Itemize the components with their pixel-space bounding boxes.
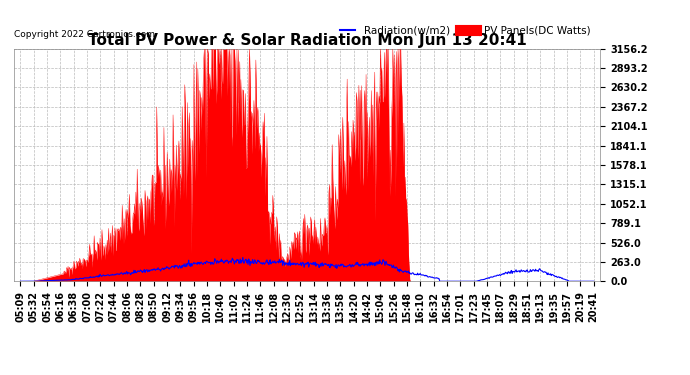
- Text: Copyright 2022 Cartronics.com: Copyright 2022 Cartronics.com: [14, 30, 155, 39]
- Title: Total PV Power & Solar Radiation Mon Jun 13 20:41: Total PV Power & Solar Radiation Mon Jun…: [88, 33, 526, 48]
- Legend: Radiation(w/m2), PV Panels(DC Watts): Radiation(w/m2), PV Panels(DC Watts): [335, 21, 595, 40]
